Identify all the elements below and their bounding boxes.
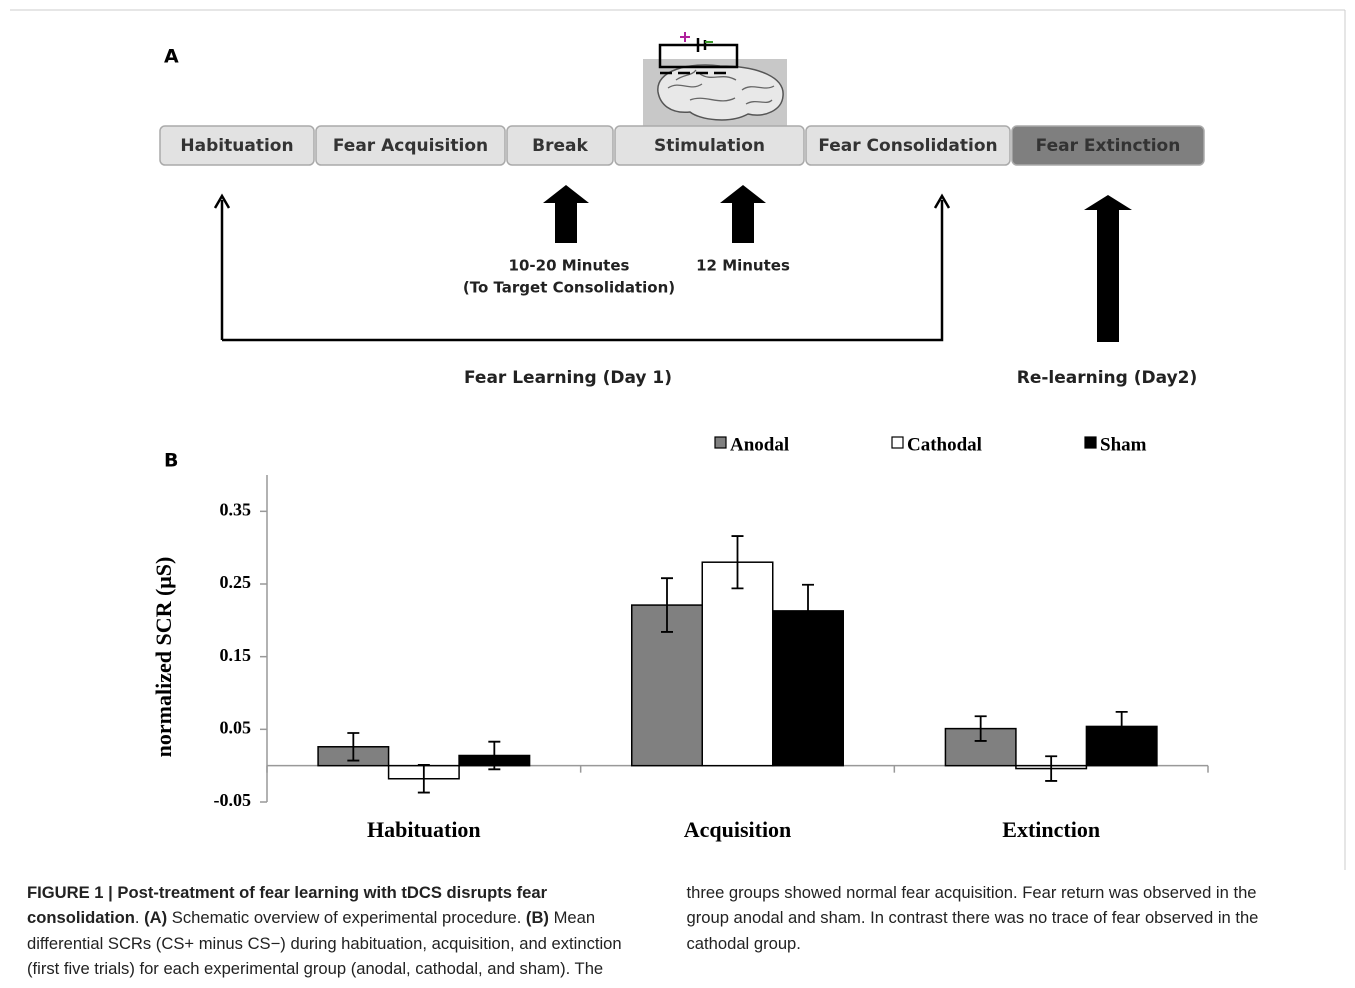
panel-label: B: [164, 450, 178, 472]
bracket-line: [220, 200, 944, 342]
caption-run: Mean differential SCRs (CS+ minus CS−) d…: [27, 883, 1259, 978]
note: 10-20 Minutes: [509, 257, 630, 275]
note: (To Target Consolidation): [463, 279, 675, 297]
error-bar: [1115, 710, 1128, 742]
y-tick-label: 0.05: [220, 717, 252, 737]
figure: A 10-20 Minutes (To Target Consolidation…: [10, 9, 1346, 870]
thick-arrow: [543, 185, 589, 243]
step-box: [159, 125, 315, 166]
y-tick-label: 0.35: [220, 499, 252, 519]
error-bar: [347, 732, 360, 762]
y-tick-label: 0.25: [220, 572, 252, 592]
step-box: [805, 125, 1011, 166]
note: 12 Minutes: [696, 257, 790, 275]
step-label: Stimulation: [654, 136, 765, 156]
y-tick-label: -0.05: [214, 790, 252, 810]
caption-run: FIGURE 1 | Post-treatment of fear learni…: [27, 883, 548, 928]
error-bar: [802, 583, 814, 638]
legend-label: Anodal: [730, 434, 789, 455]
step-box: [506, 125, 614, 166]
caption-run: (B): [525, 908, 549, 928]
x-tick-label: Extinction: [1002, 817, 1100, 842]
legend-label: Sham: [1100, 434, 1147, 455]
step-label: Fear Extinction: [1036, 136, 1181, 156]
y-axis-label: normalized SCR (μS): [151, 557, 176, 758]
error-bar: [731, 535, 744, 590]
caption-run: .: [134, 908, 145, 928]
caption-run: Schematic overview of experimental proce…: [167, 908, 526, 928]
step-label: Habituation: [180, 136, 293, 156]
day-label: Re-learning (Day2): [1017, 368, 1198, 388]
error-bar: [488, 740, 501, 771]
legend-label: Cathodal: [907, 434, 982, 455]
step-label: Break: [532, 136, 588, 156]
x-tick-label: Habituation: [367, 817, 481, 842]
thick-arrow: [720, 185, 766, 243]
day-label: Fear Learning (Day 1): [464, 368, 672, 388]
brain-icon: [643, 32, 787, 126]
caption-run: (A): [144, 908, 168, 928]
panel-label: A: [164, 46, 179, 68]
error-bar: [974, 715, 987, 742]
error-bar: [661, 577, 673, 633]
error-bar: [417, 764, 430, 794]
step-label: Fear Acquisition: [333, 136, 488, 156]
legend-swatch: [891, 436, 904, 449]
bar: [701, 561, 774, 767]
step-box: [315, 125, 506, 166]
error-bar: [1045, 755, 1058, 782]
thick-arrow: [1084, 195, 1132, 342]
step-box: [614, 125, 805, 166]
bar: [1085, 725, 1158, 767]
step-label: Fear Consolidation: [818, 136, 997, 156]
caption: FIGURE 1 | Post-treatment of fear learni…: [27, 880, 1290, 981]
bracket-arrowhead: [213, 193, 951, 209]
legend-swatch: [714, 436, 727, 449]
y-tick-label: 0.15: [220, 645, 252, 665]
legend-swatch: [1084, 436, 1097, 449]
step-box: [1011, 125, 1205, 166]
x-tick-label: Acquisition: [684, 817, 792, 842]
